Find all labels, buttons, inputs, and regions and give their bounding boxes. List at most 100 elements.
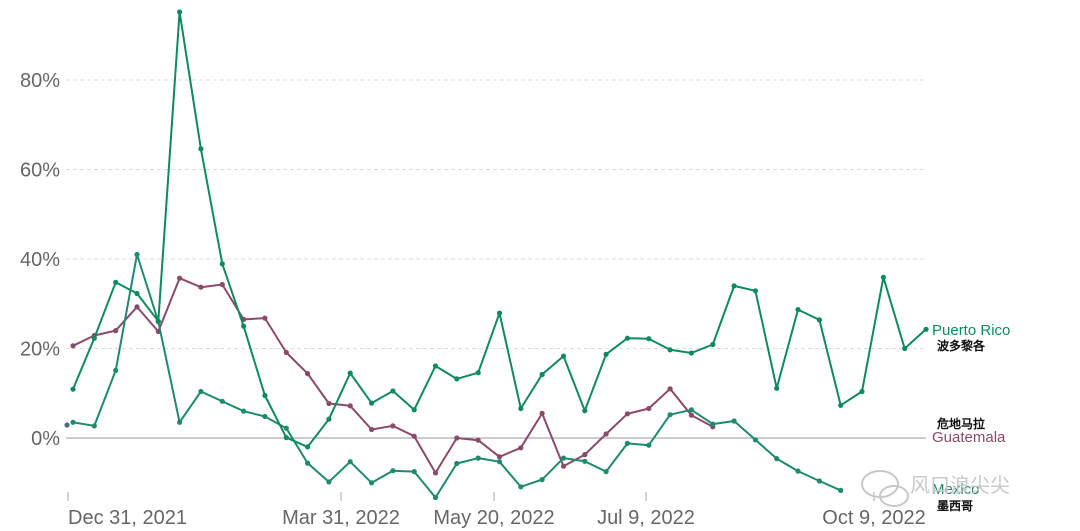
data-point (305, 371, 311, 377)
data-point (624, 411, 631, 417)
y-tick-label: 60% (20, 160, 60, 182)
data-point (326, 416, 332, 422)
data-point (432, 363, 439, 369)
data-point (496, 454, 503, 460)
data-point (70, 419, 76, 425)
data-point (283, 425, 289, 431)
data-point (859, 388, 865, 395)
data-point (774, 456, 780, 462)
data-point (475, 370, 481, 376)
data-point (219, 281, 225, 288)
data-point (731, 283, 737, 289)
data-point (795, 307, 801, 313)
data-point (390, 388, 396, 394)
x-tick-label: Dec 31, 2021 (68, 507, 187, 529)
data-point (155, 318, 161, 324)
series-label-cn: 危地马拉 (936, 416, 985, 431)
data-point (838, 402, 844, 408)
data-point (262, 392, 268, 399)
data-point (326, 479, 332, 485)
data-point (198, 146, 204, 152)
data-point (411, 433, 417, 439)
data-point (518, 445, 524, 451)
data-point (475, 437, 481, 443)
series-label: Mexico (932, 481, 980, 498)
x-tick-label: Jul 9, 2022 (597, 507, 695, 529)
data-point (113, 279, 119, 285)
data-point (646, 405, 652, 412)
data-point (369, 426, 375, 433)
data-point (539, 410, 545, 416)
data-point (582, 408, 588, 414)
data-point (539, 477, 545, 483)
x-tick-label: Mar 31, 2022 (282, 507, 400, 529)
data-point (646, 336, 652, 342)
data-point (518, 405, 524, 412)
data-point (241, 408, 247, 414)
data-point (582, 452, 588, 458)
data-point (816, 478, 823, 484)
y-axis-ticks: 0% 20% 40% 60% 80% (20, 70, 60, 450)
data-point (774, 385, 780, 391)
watermark-text: 风口浪尖尖 (910, 473, 1010, 497)
data-point (91, 423, 97, 429)
data-point (667, 412, 673, 418)
data-point (411, 469, 417, 475)
data-point (177, 9, 183, 15)
data-point (198, 284, 204, 290)
data-point (283, 435, 289, 441)
data-point (667, 347, 673, 353)
data-point (496, 459, 503, 465)
series-mexico (70, 251, 844, 501)
data-point (454, 460, 460, 467)
x-tick-label: Oct 9, 2022 (822, 507, 925, 529)
series-line (72, 11, 927, 448)
data-point (432, 470, 439, 476)
data-point (134, 290, 140, 297)
data-point (752, 288, 759, 294)
data-point (710, 341, 716, 348)
data-point (624, 335, 631, 341)
y-tick-label: 20% (20, 339, 60, 361)
x-axis: Dec 31, 2021 Mar 31, 2022 May 20, 2022 Jul … (67, 492, 926, 529)
data-point (475, 455, 481, 461)
data-point (688, 350, 695, 356)
data-point (64, 422, 70, 428)
data-point (667, 386, 673, 392)
data-point (624, 440, 631, 446)
data-point (241, 323, 247, 329)
y-tick-label: 80% (20, 70, 60, 92)
data-point (560, 455, 567, 461)
data-point (219, 261, 225, 267)
data-point (347, 459, 353, 465)
data-point (347, 370, 353, 376)
data-point (113, 367, 119, 373)
data-point (560, 353, 567, 359)
data-point (795, 468, 801, 474)
data-point (603, 351, 609, 357)
watermark: 风口浪尖尖 (861, 470, 1010, 507)
series-label: Guatemala (932, 429, 1006, 446)
data-point (688, 412, 695, 418)
data-point (326, 400, 332, 407)
data-point (347, 403, 353, 409)
data-point (134, 304, 140, 310)
data-point (603, 431, 609, 437)
grid-lines (66, 79, 926, 439)
data-point (838, 487, 844, 493)
data-point (752, 437, 759, 443)
data-point (134, 251, 140, 258)
data-point (923, 326, 929, 332)
data-point (91, 335, 97, 341)
data-point (880, 274, 887, 280)
data-point (411, 407, 417, 413)
data-point (177, 275, 183, 281)
data-point (902, 345, 908, 352)
data-point (731, 418, 737, 424)
data-point (539, 371, 545, 378)
data-point (454, 435, 460, 441)
data-point (390, 423, 396, 429)
data-point (688, 407, 695, 413)
